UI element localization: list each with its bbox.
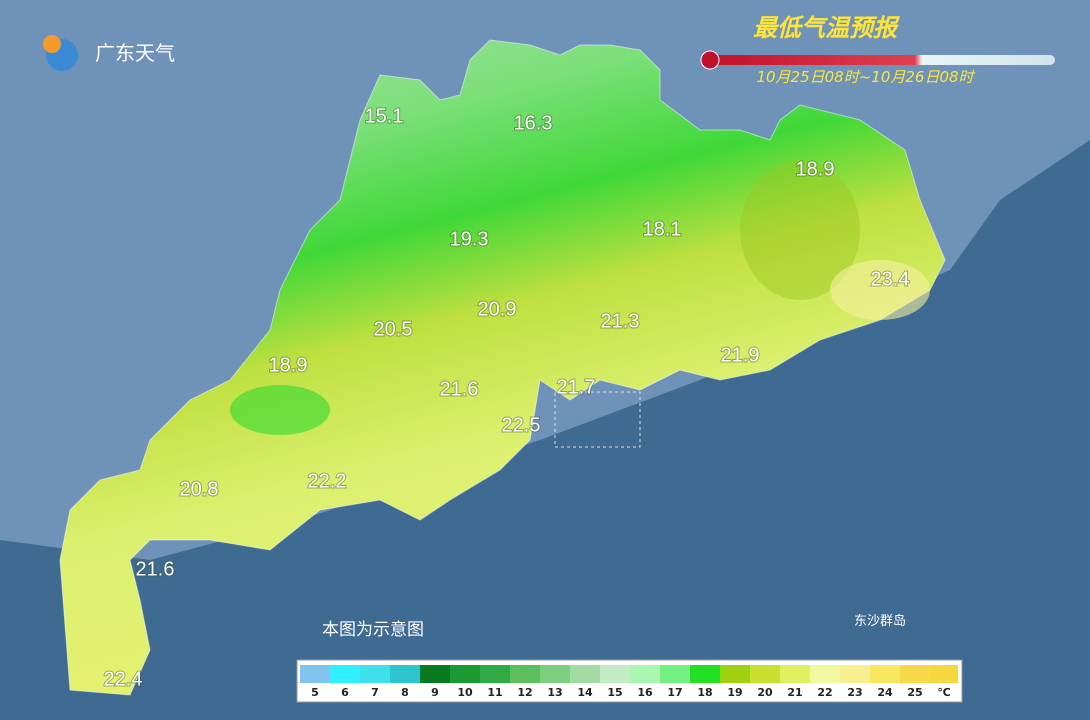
hk-box xyxy=(554,391,641,448)
temperature-label: 21.9 xyxy=(721,344,760,366)
legend-label: 24 xyxy=(877,686,893,699)
temperature-label: 21.3 xyxy=(601,310,640,332)
note: 本图为示意图 xyxy=(322,620,424,640)
legend-label: 5 xyxy=(311,686,319,699)
temperature-label: 22.4 xyxy=(104,668,143,690)
temperature-label: 21.7 xyxy=(557,376,596,398)
temperature-label: 21.6 xyxy=(136,558,175,580)
temperature-label: 20.9 xyxy=(478,298,517,320)
legend-swatch xyxy=(840,665,870,683)
period: 10月25日08时~10月26日08时 xyxy=(756,68,975,86)
legend-label: 25 xyxy=(907,686,922,699)
legend-label: 12 xyxy=(517,686,532,699)
legend-swatch xyxy=(450,665,480,683)
temperature-label: 19.3 xyxy=(450,228,489,250)
logo-text: 广东天气 xyxy=(95,41,175,65)
legend-label: 15 xyxy=(607,686,622,699)
legend-label: 11 xyxy=(487,686,502,699)
legend-label: 16 xyxy=(637,686,653,699)
legend-swatch xyxy=(900,665,930,683)
legend-label: 19 xyxy=(727,686,742,699)
temperature-label: 21.6 xyxy=(440,378,479,400)
legend-swatch xyxy=(390,665,420,683)
legend-swatch xyxy=(690,665,720,683)
temperature-label: 18.9 xyxy=(269,354,308,376)
region-shade xyxy=(740,160,860,300)
legend-label: 22 xyxy=(817,686,832,699)
title: 最低气温预报 xyxy=(753,14,900,42)
temperature-label: 18.9 xyxy=(796,158,835,180)
legend-swatch xyxy=(420,665,450,683)
island-label: 东沙群岛 xyxy=(854,613,906,629)
legend-swatch xyxy=(540,665,570,683)
legend-swatch xyxy=(330,665,360,683)
logo-sun xyxy=(43,35,61,53)
legend-label: 8 xyxy=(401,686,409,699)
legend-label: 23 xyxy=(847,686,862,699)
legend-swatch xyxy=(480,665,510,683)
legend-label: 9 xyxy=(431,686,439,699)
legend-swatch xyxy=(780,665,810,683)
legend-label: 7 xyxy=(371,686,379,699)
guangdong xyxy=(59,39,946,696)
temperature-label: 18.1 xyxy=(643,218,682,240)
legend-label: 13 xyxy=(547,686,562,699)
legend-label: 6 xyxy=(341,686,349,699)
thermometer-bulb xyxy=(700,50,720,70)
legend-label: 10 xyxy=(457,686,473,699)
legend-swatch xyxy=(600,665,630,683)
legend-label: 21 xyxy=(787,686,802,699)
region-shade xyxy=(230,385,330,435)
legend-label: 20 xyxy=(757,686,773,699)
temperature-label: 16.3 xyxy=(514,112,553,134)
legend-swatch xyxy=(750,665,780,683)
legend-swatch xyxy=(510,665,540,683)
temperature-label: 20.5 xyxy=(374,318,413,340)
region-shade xyxy=(830,260,930,320)
thermometer xyxy=(705,55,1055,65)
temperature-label: 22.5 xyxy=(502,414,541,436)
temperature-label: 15.1 xyxy=(365,105,404,127)
legend-swatch xyxy=(300,665,330,683)
legend-swatch xyxy=(930,665,958,683)
legend-unit: ℃ xyxy=(937,686,950,699)
legend-label: 18 xyxy=(697,686,712,699)
temperature-label: 22.2 xyxy=(308,470,347,492)
legend-swatch xyxy=(810,665,840,683)
legend-swatch xyxy=(630,665,660,683)
legend-label: 17 xyxy=(667,686,682,699)
temperature-label: 20.8 xyxy=(180,478,219,500)
legend-swatch xyxy=(870,665,900,683)
temperature-label: 23.4 xyxy=(871,268,910,290)
legend-label: 14 xyxy=(577,686,593,699)
legend-swatch xyxy=(360,665,390,683)
legend-swatch xyxy=(720,665,750,683)
legend-swatch xyxy=(570,665,600,683)
legend-swatch xyxy=(660,665,690,683)
